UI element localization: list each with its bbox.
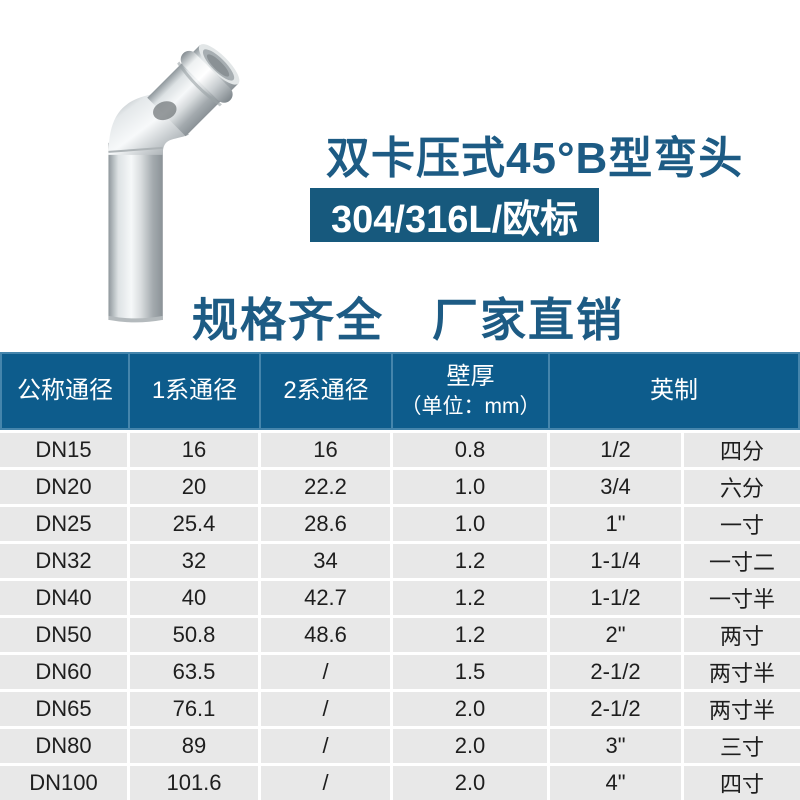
header-wall-thickness: 壁厚 （单位：mm） (393, 354, 550, 428)
header-label: 2系通径 (283, 376, 369, 404)
table-cell: 50.8 (130, 618, 258, 652)
table-cell: 1.2 (393, 581, 547, 615)
table-cell: DN80 (0, 729, 127, 763)
product-photo (78, 2, 320, 334)
table-cell: 76.1 (130, 692, 258, 726)
header-label: 英制 (650, 376, 698, 404)
table-cell: 一寸二 (684, 544, 800, 578)
header-imperial: 英制 (550, 354, 798, 428)
table-cell: 42.7 (261, 581, 390, 615)
table-row: DN100 101.6/2.0 4" 四寸 (0, 766, 800, 800)
table-cell: 3" (550, 729, 681, 763)
table-cell: 48.6 (261, 618, 390, 652)
elbow-surface-mark (153, 101, 177, 121)
header-label: 1系通径 (151, 376, 238, 404)
table-cell: DN32 (0, 544, 127, 578)
table-row: DN32 32 34 1.2 1-1/4 一寸二 (0, 544, 800, 578)
table-cell: DN20 (0, 470, 127, 504)
table-cell: 六分 (684, 470, 800, 504)
table-cell: 1" (550, 507, 681, 541)
elbow-straight-tube (108, 142, 163, 320)
table-cell: 2.0 (393, 766, 547, 800)
elbow-illustration (108, 44, 240, 323)
table-cell: 16 (261, 433, 390, 467)
table-row: DN20 20 22.2 1.0 3/4 六分 (0, 470, 800, 504)
table-cell: / (261, 655, 390, 689)
table-cell: 1.2 (393, 544, 547, 578)
table-cell: 2.0 (393, 729, 547, 763)
table-cell: 1.0 (393, 470, 547, 504)
table-row: DN15 16 16 0.8 1/2 四分 (0, 433, 800, 467)
spec-table: 公称通径 1系通径 2系通径 壁厚 （单位：mm） 英制 DN15 16 16 0.8… (0, 352, 800, 800)
table-cell: 两寸半 (684, 655, 800, 689)
table-cell: 89 (130, 729, 258, 763)
table-cell: DN40 (0, 581, 127, 615)
table-cell: 四分 (684, 433, 800, 467)
elbow-mouth-bore (206, 54, 230, 77)
table-cell: 1.5 (393, 655, 547, 689)
table-cell: 1-1/4 (550, 544, 681, 578)
table-cell: 22.2 (261, 470, 390, 504)
table-cell: 0.8 (393, 433, 547, 467)
table-body: DN15 16 16 0.8 1/2 四分 DN20 20 22.2 1.0 3/4 六分 DN25 25… (0, 433, 800, 800)
table-cell: 一寸 (684, 507, 800, 541)
table-cell: 20 (130, 470, 258, 504)
page-title: 双卡压式45°B型弯头 (326, 134, 744, 183)
table-cell: 1.2 (393, 618, 547, 652)
table-cell: 34 (261, 544, 390, 578)
table-cell: 16 (130, 433, 258, 467)
table-row: DN40 40 42.7 1.2 1-1/2 一寸半 (0, 581, 800, 615)
table-cell: DN60 (0, 655, 127, 689)
table-cell: / (261, 766, 390, 800)
table-cell: 1/2 (550, 433, 681, 467)
table-cell: 32 (130, 544, 258, 578)
elbow-seam (108, 146, 163, 153)
header-nominal-diameter: 公称通径 (2, 354, 130, 428)
elbow-bend (108, 94, 189, 155)
table-cell: 4" (550, 766, 681, 800)
table-cell: 101.6 (130, 766, 258, 800)
table-row: DN50 50.8 48.6 1.2 2" 两寸 (0, 618, 800, 652)
header-series2-diameter: 2系通径 (261, 354, 393, 428)
table-cell: 2-1/2 (550, 655, 681, 689)
tagline: 规格齐全 厂家直销 (192, 294, 624, 346)
table-cell: DN15 (0, 433, 127, 467)
table-cell: 两寸半 (684, 692, 800, 726)
table-header-row: 公称通径 1系通径 2系通径 壁厚 （单位：mm） 英制 (0, 352, 800, 430)
table-cell: 25.4 (130, 507, 258, 541)
elbow-bead-shadow (177, 61, 222, 107)
elbow-tube-bottom-edge (108, 315, 163, 323)
table-row: DN25 25.4 28.6 1.0 1" 一寸 (0, 507, 800, 541)
table-cell: DN25 (0, 507, 127, 541)
table-cell: 三寸 (684, 729, 800, 763)
header-label: 壁厚 (446, 363, 495, 390)
table-cell: 四寸 (684, 766, 800, 800)
table-cell: 1.0 (393, 507, 547, 541)
table-cell: DN50 (0, 618, 127, 652)
table-row: DN60 63.5/1.5 2-1/2 两寸半 (0, 655, 800, 689)
material-badge: 304/316L/欧标 (310, 188, 600, 242)
table-cell: 2.0 (393, 692, 547, 726)
table-cell: DN100 (0, 766, 127, 800)
table-cell: 28.6 (261, 507, 390, 541)
table-cell: 2" (550, 618, 681, 652)
table-cell: 63.5 (130, 655, 258, 689)
table-cell: 40 (130, 581, 258, 615)
header-series1-diameter: 1系通径 (130, 354, 261, 428)
table-cell: / (261, 692, 390, 726)
table-cell: / (261, 729, 390, 763)
table-cell: 2-1/2 (550, 692, 681, 726)
table-cell: 3/4 (550, 470, 681, 504)
table-cell: 一寸半 (684, 581, 800, 615)
table-row: DN80 89/2.0 3" 三寸 (0, 729, 800, 763)
table-cell: DN65 (0, 692, 127, 726)
elbow-bead-ring (180, 50, 233, 103)
table-row: DN65 76.1/2.0 2-1/2 两寸半 (0, 692, 800, 726)
table-cell: 两寸 (684, 618, 800, 652)
header-label: 公称通径 (17, 376, 113, 404)
header-unit: （单位：mm） (400, 394, 541, 418)
table-cell: 1-1/2 (550, 581, 681, 615)
